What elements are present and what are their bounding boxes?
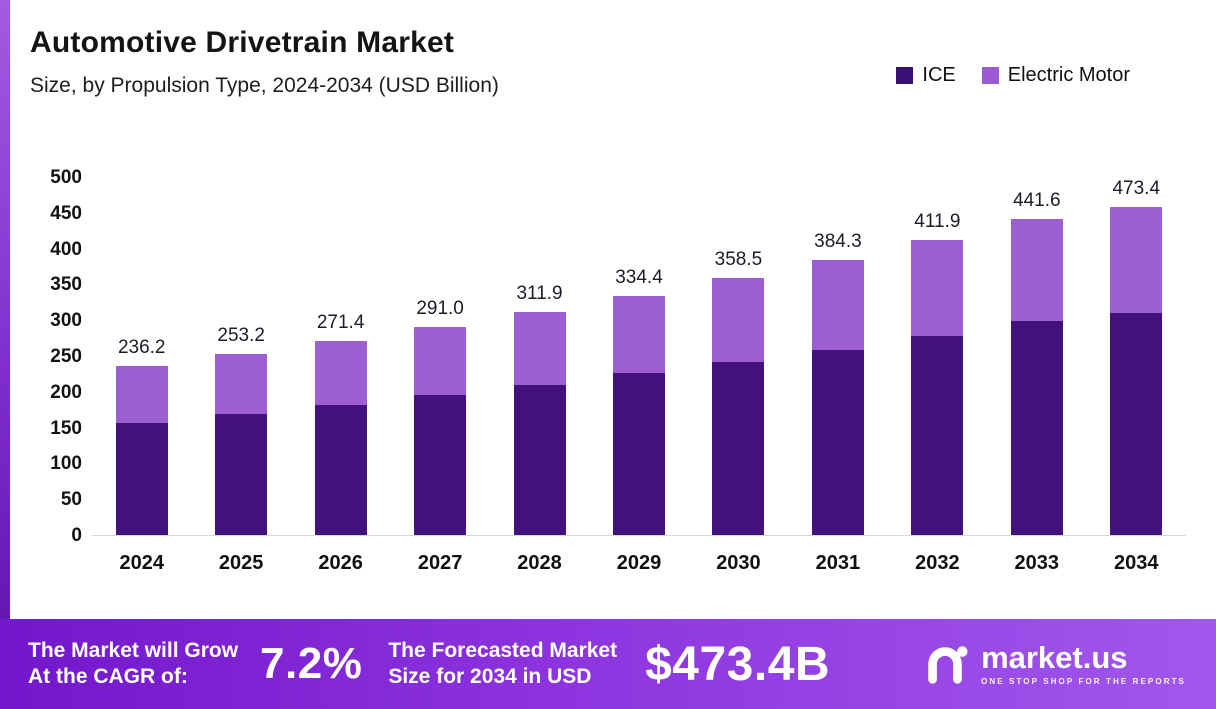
bar-group-2026: 271.4 (291, 178, 390, 535)
cagr-label-line1: The Market will Grow (28, 638, 239, 662)
y-tick-label: 0 (71, 525, 82, 546)
ice-color-swatch (896, 67, 914, 84)
x-axis-label: 2026 (318, 552, 363, 574)
bar-total-label: 441.6 (1013, 189, 1061, 211)
electric-motor-segment (513, 311, 566, 385)
electric-motor-segment (115, 365, 168, 423)
brand-tagline: ONE STOP SHOP FOR THE REPORTS (981, 677, 1186, 687)
x-axis-label: 2024 (119, 552, 164, 574)
electric-motor-segment (314, 340, 367, 405)
cagr-value: 7.2% (260, 639, 363, 688)
ice-segment (712, 361, 765, 535)
cagr-label: The Market will Grow At the CAGR of: (28, 638, 238, 691)
bar-group-2027: 291.0 (390, 178, 489, 535)
bar-total-label: 411.9 (914, 211, 961, 233)
ice-segment (414, 394, 467, 535)
brand-name: market.us (981, 639, 1128, 675)
ice-segment (911, 335, 964, 535)
ice-segment (1110, 313, 1163, 535)
bar-total-label: 358.5 (714, 249, 763, 271)
y-axis: 0 50 100 150 200 250 300 350 400 450 500 (30, 167, 92, 546)
chart-area: 0 50 100 150 200 250 300 350 400 450 500 236.2 253.… (30, 167, 1186, 575)
x-axis-label: 2032 (915, 552, 960, 574)
electric-motor-segment (414, 326, 467, 395)
electric-motor-color-swatch (981, 67, 999, 84)
y-tick-label: 200 (50, 381, 82, 403)
bar-group-2029: 334.4 (589, 178, 688, 535)
y-tick-label: 100 (50, 453, 82, 475)
market-us-logo-icon (928, 646, 968, 684)
electric-motor-segment (1010, 218, 1063, 321)
page-title: Automotive Drivetrain Market (30, 26, 455, 59)
legend-label-ice: ICE (922, 64, 956, 86)
y-tick-label: 450 (50, 202, 82, 224)
bar-group-2033: 441.6 (987, 178, 1086, 535)
forecast-value: $473.4B (645, 637, 831, 691)
chart-header: Automotive Drivetrain Market Size, by Pr… (30, 26, 499, 98)
cagr-label-line2: At the CAGR of: (28, 665, 188, 688)
bar-group-2028: 311.9 (490, 178, 589, 535)
brand-text: market.us ONE STOP SHOP FOR THE REPORTS (981, 639, 1186, 687)
ice-segment (1010, 320, 1063, 535)
page-subtitle: Size, by Propulsion Type, 2024-2034 (USD… (30, 74, 499, 97)
bar-group-2032: 411.9 (888, 178, 987, 535)
bar-total-label: 334.4 (615, 266, 663, 288)
x-axis-label: 2034 (1114, 552, 1159, 574)
y-tick-label: 250 (50, 346, 82, 367)
x-axis-label: 2027 (417, 552, 463, 574)
x-axis-label: 2028 (517, 552, 562, 574)
plot-area: 236.2 253.2 271.4 291.0 311.9 334.4 358.5 384.3… (92, 178, 1186, 536)
ice-segment (811, 350, 864, 535)
electric-motor-segment (1110, 207, 1163, 314)
left-accent-strip (0, 0, 10, 709)
y-tick-label: 400 (50, 238, 82, 260)
x-axis-label: 2030 (716, 552, 761, 574)
chart-legend: ICE Electric Motor (896, 64, 1130, 87)
electric-motor-segment (911, 240, 964, 336)
ice-segment (612, 373, 665, 535)
x-axis-label: 2029 (616, 552, 662, 574)
bar-total-label: 236.2 (117, 336, 166, 358)
forecast-label-line1: The Forecasted Market (388, 638, 618, 662)
bar-group-2024: 236.2 (92, 178, 191, 535)
bar-group-2030: 358.5 (689, 178, 788, 535)
bar-group-2034: 473.4 (1087, 178, 1186, 535)
bar-group-2025: 253.2 (191, 178, 290, 535)
y-tick-label: 500 (50, 167, 82, 188)
ice-segment (314, 404, 367, 535)
legend-item-electric-motor: Electric Motor (981, 64, 1130, 87)
x-axis-label: 2031 (815, 552, 861, 574)
brand-lockup: market.us ONE STOP SHOP FOR THE REPORTS (923, 641, 1186, 687)
y-tick-label: 300 (50, 310, 82, 332)
forecast-label-line2: Size for 2034 in USD (388, 665, 592, 688)
x-axis-label: 2025 (218, 552, 264, 574)
forecast-label: The Forecasted Market Size for 2034 in U… (388, 638, 617, 691)
electric-motor-segment (811, 259, 864, 351)
ice-segment (513, 384, 566, 535)
ice-segment (115, 422, 168, 535)
electric-motor-segment (712, 278, 765, 362)
electric-motor-segment (612, 295, 665, 374)
bar-total-label: 253.2 (217, 324, 265, 346)
bar-total-label: 291.0 (416, 297, 464, 319)
y-tick-label: 150 (50, 417, 82, 439)
legend-item-ice: ICE (896, 64, 956, 87)
ice-segment (215, 414, 268, 535)
footer-banner: The Market will Grow At the CAGR of: 7.2… (0, 619, 1216, 709)
bar-total-label: 271.4 (316, 311, 365, 333)
electric-motor-segment (215, 353, 268, 414)
x-axis: 2024 2025 2026 2027 2028 2029 2030 2031 2032 2033… (92, 536, 1186, 575)
x-axis-label: 2033 (1014, 552, 1060, 574)
bar-group-2031: 384.3 (788, 178, 887, 535)
bar-total-label: 311.9 (516, 282, 563, 304)
y-tick-label: 350 (50, 274, 82, 296)
bar-total-label: 473.4 (1112, 178, 1161, 199)
y-tick-label: 50 (60, 489, 82, 511)
legend-label-electric-motor: Electric Motor (1007, 64, 1130, 86)
bar-total-label: 384.3 (814, 230, 862, 252)
